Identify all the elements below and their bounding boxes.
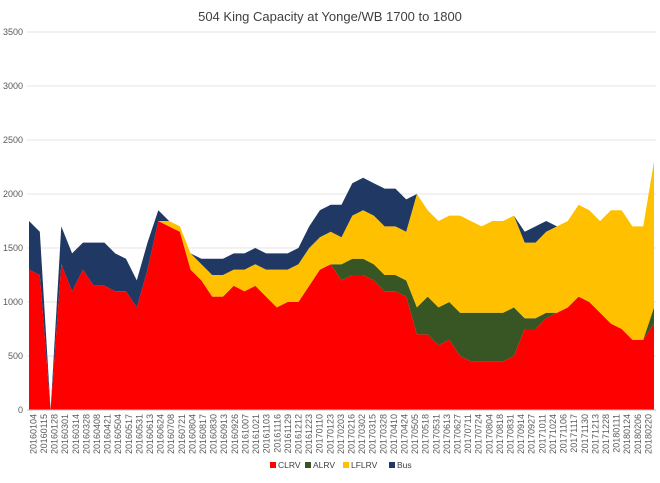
x-tick-label: 20161103 xyxy=(262,414,272,453)
x-tick-label: 20160721 xyxy=(177,414,187,454)
y-tick-label: 2500 xyxy=(3,135,23,145)
x-tick-label: 20170315 xyxy=(368,414,378,454)
x-tick-label: 20171024 xyxy=(548,414,558,454)
legend: CLRV ALRV LFLRV Bus xyxy=(270,460,412,470)
x-tick-label: 20180111 xyxy=(612,414,622,453)
x-tick-label: 20160531 xyxy=(134,414,144,454)
x-tick-label: 20161223 xyxy=(304,414,314,454)
y-tick-label: 1000 xyxy=(3,297,23,307)
x-tick-label: 20170424 xyxy=(399,414,409,454)
x-tick-label: 20170531 xyxy=(431,414,441,454)
series-area-lflrv xyxy=(29,161,654,410)
x-tick-label: 20170914 xyxy=(516,414,526,454)
series-area-clrv xyxy=(29,221,654,410)
x-tick-label: 20180124 xyxy=(622,414,632,454)
x-tick-label: 20160128 xyxy=(50,414,60,454)
x-tick-label: 20170410 xyxy=(389,414,399,454)
x-tick-label: 20170927 xyxy=(527,414,537,454)
x-tick-label: 20170302 xyxy=(357,414,367,454)
series-area-bus xyxy=(29,161,654,410)
x-tick-label: 20170203 xyxy=(336,414,346,454)
chart-title: 504 King Capacity at Yonge/WB 1700 to 18… xyxy=(198,9,462,24)
plot-areas xyxy=(29,161,654,410)
legend-label-clrv: CLRV xyxy=(278,460,301,470)
legend-swatch-clrv xyxy=(270,462,276,468)
legend-label-bus: Bus xyxy=(397,460,412,470)
x-tick-label: 20170804 xyxy=(484,414,494,454)
x-tick-label: 20160408 xyxy=(92,414,102,454)
legend-label-alrv: ALRV xyxy=(313,460,335,470)
legend-swatch-alrv xyxy=(305,462,311,468)
x-tick-label: 20170123 xyxy=(325,414,335,454)
x-tick-label: 20171011 xyxy=(537,414,547,453)
y-tick-label: 2000 xyxy=(3,189,23,199)
x-tick-label: 20170613 xyxy=(442,414,452,454)
x-tick-label: 20160115 xyxy=(39,414,49,453)
x-tick-label: 20171117 xyxy=(569,414,579,453)
x-tick-label: 20171130 xyxy=(580,414,590,453)
x-tick-label: 20160328 xyxy=(81,414,91,454)
y-tick-label: 0 xyxy=(18,405,23,415)
x-tick-label: 20160708 xyxy=(166,414,176,454)
x-tick-label: 20180206 xyxy=(633,414,643,454)
x-tick-label: 20160624 xyxy=(156,414,166,454)
y-tick-label: 500 xyxy=(8,351,23,361)
x-tick-label: 20171213 xyxy=(590,414,600,454)
x-tick-label: 20161007 xyxy=(240,414,250,454)
x-tick-label: 20160926 xyxy=(230,414,240,454)
x-tick-label: 20160504 xyxy=(113,414,123,454)
x-tick-label: 20160804 xyxy=(187,414,197,454)
y-tick-label: 3000 xyxy=(3,81,23,91)
x-tick-label: 20170505 xyxy=(410,414,420,454)
x-axis: 20160104 20160115 20160128 20160301 20160314… xyxy=(27,409,656,454)
x-tick-label: 20161021 xyxy=(251,414,261,454)
x-tick-label: 20161212 xyxy=(293,414,303,454)
x-tick-label: 20160104 xyxy=(28,414,38,454)
x-tick-label: 20170518 xyxy=(421,414,431,454)
legend-label-lflrv: LFLRV xyxy=(351,460,378,470)
x-tick-label: 20170818 xyxy=(495,414,505,454)
x-tick-label: 20170328 xyxy=(378,414,388,454)
legend-swatch-lflrv xyxy=(343,462,349,468)
x-tick-label: 20160913 xyxy=(219,414,229,454)
x-tick-label: 20170627 xyxy=(453,414,463,454)
y-tick-label: 3500 xyxy=(3,27,23,37)
x-tick-label: 20160314 xyxy=(71,414,81,454)
x-tick-label: 20161116 xyxy=(272,414,282,453)
x-tick-label: 20171228 xyxy=(601,414,611,454)
x-tick-label: 20160421 xyxy=(103,414,113,454)
x-tick-label: 20160613 xyxy=(145,414,155,454)
x-tick-label: 20161129 xyxy=(283,414,293,453)
y-axis: 0 500 1000 1500 2000 2500 3000 3500 xyxy=(3,27,23,415)
x-tick-label: 20160817 xyxy=(198,414,208,454)
x-tick-label: 20171106 xyxy=(559,414,569,453)
x-tick-label: 20170110 xyxy=(315,414,325,453)
x-tick-label: 20160517 xyxy=(124,414,134,454)
x-tick-label: 20180220 xyxy=(643,414,653,454)
x-tick-label: 20160830 xyxy=(209,414,219,454)
y-tick-label: 1500 xyxy=(3,243,23,253)
x-tick-label: 20170216 xyxy=(346,414,356,454)
x-tick-label: 20170724 xyxy=(474,414,484,454)
legend-swatch-bus xyxy=(389,462,395,468)
x-tick-label: 20170831 xyxy=(506,414,516,454)
x-tick-label: 20170711 xyxy=(463,414,473,453)
x-tick-label: 20160301 xyxy=(60,414,70,454)
